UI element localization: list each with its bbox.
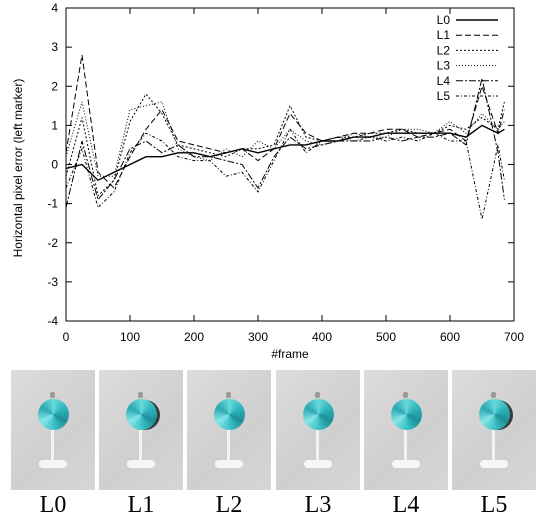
y-tick-label: -4 <box>47 314 58 328</box>
marker-stick <box>492 430 495 464</box>
legend-label-l1: L1 <box>437 28 451 42</box>
marker-thumbnail-l1 <box>99 370 183 490</box>
marker-stick <box>227 430 230 464</box>
marker-tip <box>138 392 143 398</box>
marker-ball <box>214 399 245 430</box>
thumbnail-label: L3 <box>304 492 332 518</box>
marker-base <box>304 460 332 468</box>
marker-ball <box>126 399 157 430</box>
x-tick-label: 600 <box>440 330 460 344</box>
y-tick-label: -3 <box>47 275 58 289</box>
marker-thumbnail-l4 <box>364 370 448 490</box>
marker-thumbnail-l0 <box>11 370 95 490</box>
marker-ball <box>38 399 69 430</box>
thumbnail-label: L2 <box>215 492 243 518</box>
marker-base <box>392 460 420 468</box>
y-axis-title: Horizontal pixel error (left marker) <box>11 79 25 258</box>
y-tick-label: 3 <box>51 40 58 54</box>
legend-label-l2: L2 <box>437 43 451 57</box>
legend-label-l0: L0 <box>437 13 451 27</box>
marker-thumbnail-l5 <box>452 370 536 490</box>
series-line-l5 <box>65 128 505 220</box>
marker-thumbnails: L0 L1 L2 L3 L4 L5 <box>0 367 538 525</box>
series-line-l1 <box>65 54 505 189</box>
legend-label-l5: L5 <box>437 89 451 103</box>
marker-stick <box>404 430 407 464</box>
marker-stick <box>51 430 54 464</box>
marker-base <box>480 460 508 468</box>
y-tick-label: 0 <box>51 158 58 172</box>
marker-stick <box>139 430 142 464</box>
marker-tip <box>226 392 231 398</box>
marker-ball <box>391 399 422 430</box>
series-line-l3 <box>65 101 505 177</box>
marker-tip <box>491 392 496 398</box>
x-tick-label: 200 <box>184 330 204 344</box>
series-line-l0 <box>65 124 505 182</box>
marker-thumbnail-l2 <box>187 370 271 490</box>
y-tick-label: -1 <box>47 197 58 211</box>
x-tick-label: 700 <box>504 330 524 344</box>
y-tick-label: 4 <box>51 1 58 15</box>
legend-label-l3: L3 <box>437 59 451 73</box>
x-axis-title: #frame <box>271 347 309 361</box>
thumbnail-label: L4 <box>392 492 420 518</box>
marker-base <box>39 460 67 468</box>
y-tick-label: 2 <box>51 79 58 93</box>
marker-base <box>215 460 243 468</box>
x-axis: 0 100 200 300 400 500 600 700 <box>63 8 524 344</box>
thumbnail-label: L1 <box>127 492 155 518</box>
marker-ball <box>303 399 334 430</box>
marker-tip <box>50 392 55 398</box>
marker-stick <box>316 430 319 464</box>
marker-ball <box>479 399 510 430</box>
series-line-l4 <box>65 78 505 208</box>
x-tick-label: 400 <box>312 330 332 344</box>
x-tick-label: 0 <box>63 330 70 344</box>
marker-tip <box>315 392 320 398</box>
marker-base <box>127 460 155 468</box>
thumbnail-label: L0 <box>39 492 67 518</box>
x-tick-label: 300 <box>248 330 268 344</box>
series-line-l2 <box>65 93 505 197</box>
series-lines <box>65 54 505 220</box>
marker-tip <box>403 392 408 398</box>
y-tick-label: 1 <box>51 118 58 132</box>
marker-thumbnail-l3 <box>276 370 360 490</box>
x-tick-label: 500 <box>376 330 396 344</box>
legend-label-l4: L4 <box>437 74 451 88</box>
x-tick-label: 100 <box>120 330 140 344</box>
y-tick-label: -2 <box>47 236 58 250</box>
thumbnail-label: L5 <box>480 492 508 518</box>
